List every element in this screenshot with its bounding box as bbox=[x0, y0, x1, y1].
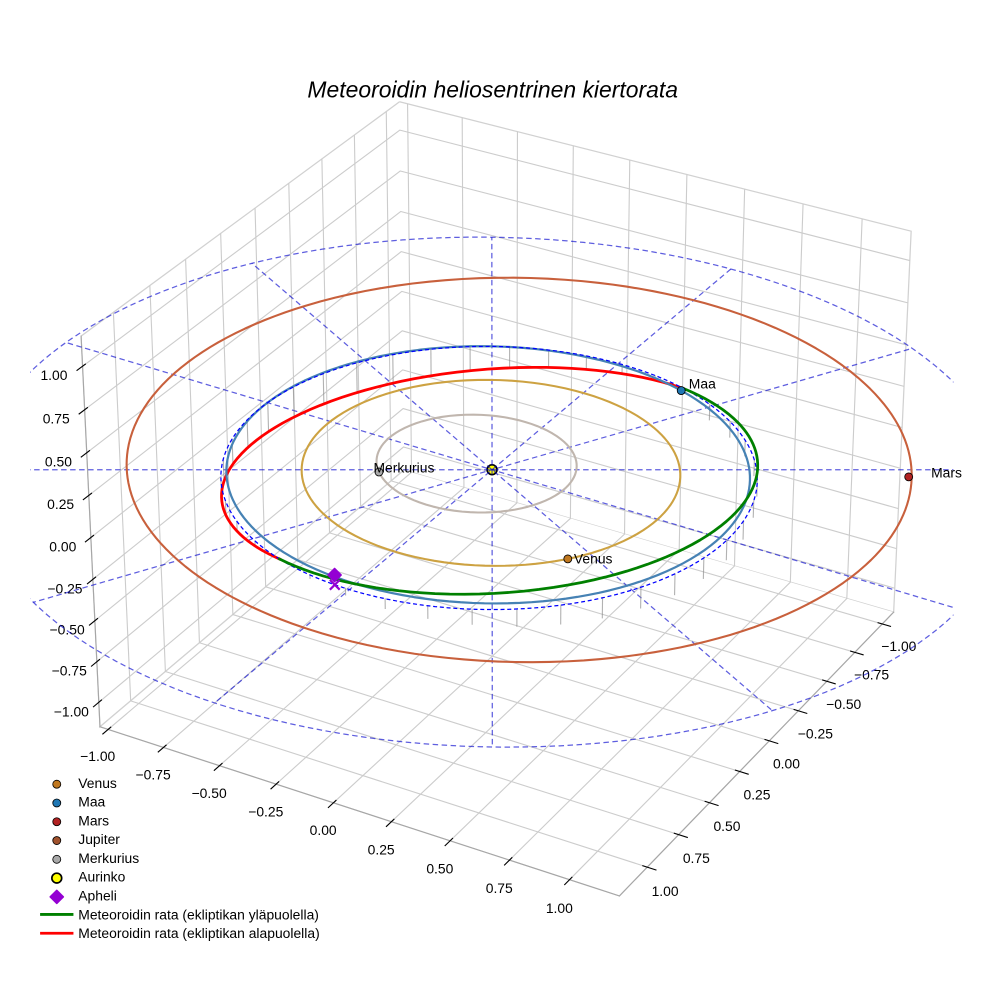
svg-text:Meteoroidin heliosentrinen kie: Meteoroidin heliosentrinen kiertorata bbox=[307, 76, 678, 102]
svg-text:−1.00: −1.00 bbox=[80, 748, 115, 764]
svg-text:Aurinko: Aurinko bbox=[78, 869, 125, 885]
svg-text:−0.25: −0.25 bbox=[798, 725, 833, 741]
svg-text:Merkurius: Merkurius bbox=[78, 850, 139, 866]
svg-text:−0.75: −0.75 bbox=[854, 667, 889, 683]
svg-text:−0.50: −0.50 bbox=[192, 785, 227, 801]
svg-text:1.00: 1.00 bbox=[40, 367, 67, 383]
svg-text:0.25: 0.25 bbox=[743, 787, 770, 803]
svg-text:Meteoroidin rata (ekliptikan a: Meteoroidin rata (ekliptikan alapuolella… bbox=[78, 925, 319, 941]
svg-text:1.00: 1.00 bbox=[652, 883, 679, 899]
svg-text:Venus: Venus bbox=[78, 775, 117, 791]
svg-text:Apheli: Apheli bbox=[78, 888, 117, 904]
svg-text:Meteoroidin rata (ekliptikan y: Meteoroidin rata (ekliptikan yläpuolella… bbox=[78, 906, 319, 922]
svg-text:0.50: 0.50 bbox=[426, 861, 453, 877]
svg-text:0.50: 0.50 bbox=[45, 454, 72, 470]
svg-text:0.25: 0.25 bbox=[47, 496, 74, 512]
svg-text:Jupiter: Jupiter bbox=[78, 831, 120, 847]
svg-text:0.75: 0.75 bbox=[683, 850, 710, 866]
svg-text:−0.50: −0.50 bbox=[826, 696, 861, 712]
svg-text:−1.00: −1.00 bbox=[881, 638, 916, 654]
svg-text:0.75: 0.75 bbox=[43, 410, 70, 426]
svg-text:Maa: Maa bbox=[689, 376, 716, 392]
svg-text:−0.75: −0.75 bbox=[52, 663, 87, 679]
svg-text:−1.00: −1.00 bbox=[54, 703, 89, 719]
svg-text:Maa: Maa bbox=[78, 794, 105, 810]
svg-text:0.00: 0.00 bbox=[310, 822, 337, 838]
svg-text:−0.75: −0.75 bbox=[136, 766, 171, 782]
svg-text:0.00: 0.00 bbox=[773, 756, 800, 772]
svg-text:0.50: 0.50 bbox=[713, 818, 740, 834]
svg-text:0.00: 0.00 bbox=[49, 538, 76, 554]
svg-text:Venus: Venus bbox=[574, 551, 613, 567]
svg-text:−0.25: −0.25 bbox=[47, 580, 82, 596]
svg-text:0.75: 0.75 bbox=[486, 880, 513, 896]
svg-text:Mars: Mars bbox=[931, 464, 962, 480]
svg-text:Mars: Mars bbox=[78, 812, 109, 828]
svg-text:Merkurius: Merkurius bbox=[374, 459, 435, 475]
svg-text:0.25: 0.25 bbox=[368, 841, 395, 857]
svg-text:−0.25: −0.25 bbox=[248, 803, 283, 819]
svg-text:1.00: 1.00 bbox=[546, 900, 573, 916]
svg-text:−0.50: −0.50 bbox=[50, 622, 85, 638]
